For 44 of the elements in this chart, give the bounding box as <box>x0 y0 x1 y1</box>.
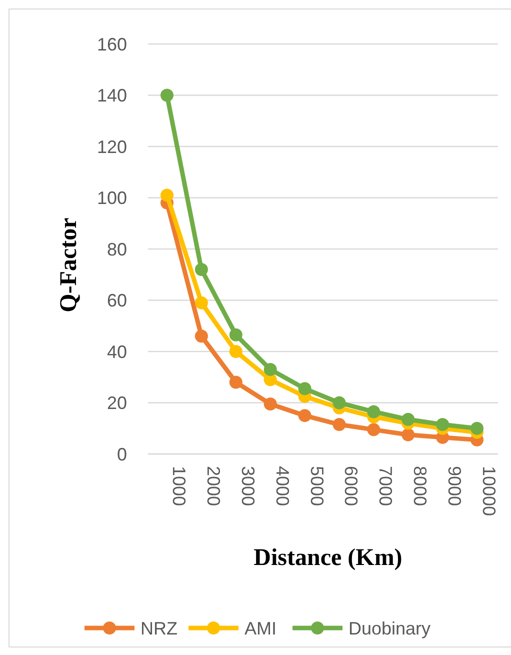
point <box>229 376 242 389</box>
y-tick-label: 80 <box>106 239 127 260</box>
point <box>264 362 277 376</box>
legend-label: NRZ <box>140 618 178 638</box>
x-axis-title: Distance (Km) <box>254 545 402 571</box>
x-tick-label: 8000 <box>410 466 430 506</box>
point <box>402 412 415 426</box>
point <box>436 418 450 432</box>
point <box>160 188 174 202</box>
x-tick-label: 5000 <box>306 466 327 506</box>
y-tick-label: 100 <box>96 188 127 208</box>
y-tick-label: 0 <box>116 444 127 464</box>
y-tick-label: 20 <box>106 393 127 414</box>
legend-label: Duobinary <box>348 618 431 638</box>
legend-label: AMI <box>244 618 277 638</box>
y-tick-label: 120 <box>96 136 127 157</box>
x-tick-label: 7000 <box>376 466 396 506</box>
point <box>194 330 208 343</box>
x-tick-label: 2000 <box>203 466 224 506</box>
point <box>229 345 242 358</box>
point <box>298 409 312 422</box>
point <box>298 382 312 396</box>
point <box>332 396 346 410</box>
x-tick-label: 3000 <box>238 466 258 506</box>
x-tick-label: 1000 <box>169 466 189 506</box>
y-axis-title: Q-Factor <box>56 217 82 312</box>
point <box>402 428 415 442</box>
y-tick-label: 60 <box>106 290 127 311</box>
point <box>229 328 242 342</box>
y-tick-label: 160 <box>96 34 127 54</box>
x-tick-label: 10000 <box>479 466 499 516</box>
point <box>194 296 208 310</box>
x-tick-label: 9000 <box>444 466 465 506</box>
point <box>367 423 380 436</box>
x-tick-label: 4000 <box>272 466 292 506</box>
y-tick-label: 140 <box>96 86 127 106</box>
point <box>367 405 380 418</box>
x-tick-label: 6000 <box>341 466 362 506</box>
point <box>194 263 208 276</box>
y-tick-label: 40 <box>106 342 127 362</box>
point <box>160 88 174 102</box>
point <box>470 422 484 435</box>
point <box>264 398 277 411</box>
point <box>332 418 346 432</box>
